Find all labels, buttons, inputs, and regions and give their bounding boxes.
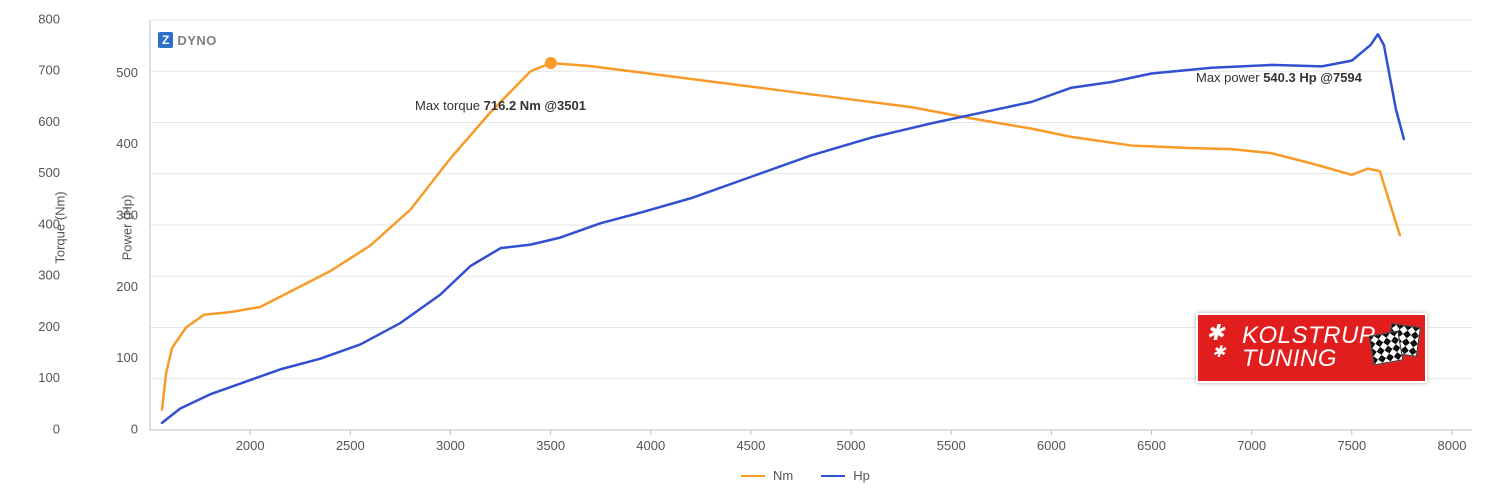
anno-value: 540.3 Hp @7594 [1263, 70, 1362, 85]
max-torque-annotation: Max torque 716.2 Nm @3501 [415, 98, 586, 113]
svg-text:700: 700 [38, 63, 60, 78]
svg-text:500: 500 [116, 65, 138, 80]
svg-text:500: 500 [38, 165, 60, 180]
svg-text:200: 200 [38, 319, 60, 334]
legend-label: Hp [853, 468, 870, 483]
gear-icon: ✱ [1212, 345, 1226, 360]
gear-icon: ✱ [1206, 323, 1225, 344]
svg-text:5000: 5000 [837, 438, 866, 453]
svg-text:3500: 3500 [536, 438, 565, 453]
svg-text:600: 600 [38, 114, 60, 129]
kolstrup-tuning-logo: ✱ ✱ KOLSTRUP TUNING [1196, 313, 1427, 383]
svg-text:4000: 4000 [636, 438, 665, 453]
svg-text:800: 800 [38, 11, 60, 26]
svg-text:0: 0 [53, 421, 60, 436]
svg-text:7000: 7000 [1237, 438, 1266, 453]
zdyno-logo: Z DYNO [158, 32, 217, 48]
max-power-annotation: Max power 540.3 Hp @7594 [1196, 70, 1362, 85]
svg-text:300: 300 [38, 268, 60, 283]
anno-prefix: Max power [1196, 70, 1263, 85]
checkered-flag-icon [1369, 331, 1404, 366]
svg-text:100: 100 [38, 370, 60, 385]
anno-prefix: Max torque [415, 98, 484, 113]
svg-text:7500: 7500 [1337, 438, 1366, 453]
legend-item-hp: Hp [821, 468, 870, 483]
chart-legend: Nm Hp [741, 468, 870, 483]
dyno-chart: 2000250030003500400045005000550060006500… [0, 0, 1500, 500]
legend-swatch-icon [821, 475, 845, 477]
zdyno-text: DYNO [177, 33, 217, 48]
legend-item-nm: Nm [741, 468, 793, 483]
zdyno-z-icon: Z [158, 32, 173, 48]
y-axis-label-power: Power (Hp) [119, 195, 134, 261]
svg-text:200: 200 [116, 279, 138, 294]
svg-text:4500: 4500 [736, 438, 765, 453]
svg-text:6000: 6000 [1037, 438, 1066, 453]
anno-value: 716.2 Nm @3501 [484, 98, 586, 113]
svg-text:100: 100 [116, 350, 138, 365]
kolstrup-line2: TUNING [1242, 348, 1375, 371]
svg-text:8000: 8000 [1438, 438, 1467, 453]
svg-text:6500: 6500 [1137, 438, 1166, 453]
svg-text:2500: 2500 [336, 438, 365, 453]
y-axis-label-torque: Torque (Nm) [53, 191, 68, 263]
svg-text:5500: 5500 [937, 438, 966, 453]
legend-label: Nm [773, 468, 793, 483]
svg-text:3000: 3000 [436, 438, 465, 453]
legend-swatch-icon [741, 475, 765, 477]
svg-text:400: 400 [116, 136, 138, 151]
svg-text:0: 0 [131, 421, 138, 436]
svg-text:2000: 2000 [236, 438, 265, 453]
